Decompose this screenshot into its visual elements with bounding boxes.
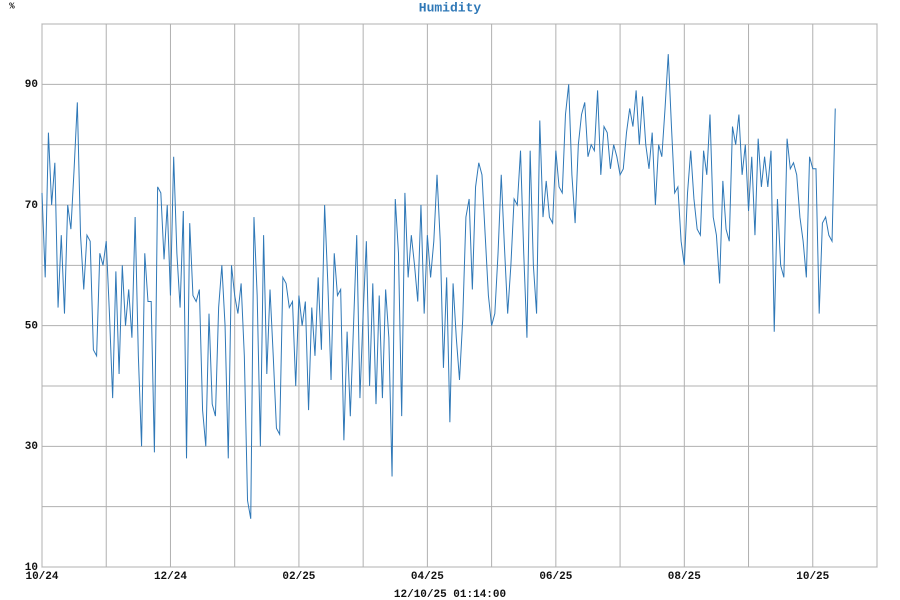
y-tick-label: 90 <box>25 79 38 91</box>
x-tick-label: 06/25 <box>539 571 572 583</box>
y-tick-label: 30 <box>25 441 38 453</box>
plot-frame <box>41 23 878 568</box>
y-tick-label: 10 <box>25 562 38 574</box>
x-tick-label: 12/24 <box>154 571 187 583</box>
x-tick-label: 10/25 <box>796 571 829 583</box>
x-axis-label: 12/10/25 01:14:00 <box>394 589 506 600</box>
x-tick-label: 02/25 <box>282 571 315 583</box>
data-line <box>41 54 836 519</box>
y-unit-label: % <box>9 1 15 11</box>
y-tick-label: 50 <box>25 321 38 333</box>
x-tick-label: 04/25 <box>411 571 444 583</box>
chart-title: Humidity <box>419 0 482 15</box>
y-tick-label: 70 <box>25 200 38 212</box>
x-tick-label: 10/24 <box>25 571 58 583</box>
x-tick-label: 08/25 <box>668 571 701 583</box>
